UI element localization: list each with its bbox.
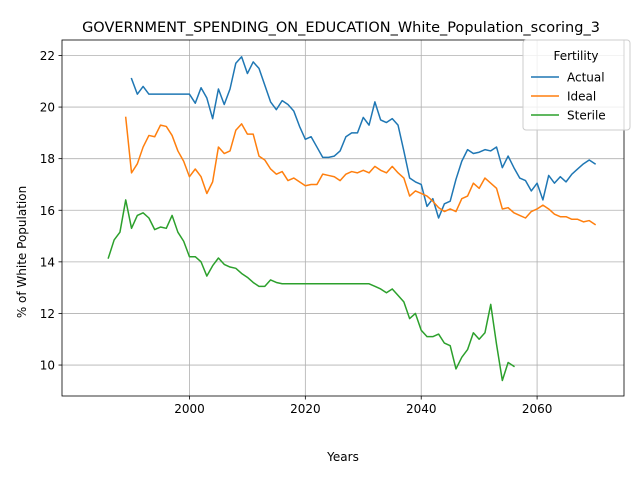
chart-title: GOVERNMENT_SPENDING_ON_EDUCATION_White_P…: [82, 20, 600, 36]
x-tick-label: 2000: [174, 402, 205, 416]
legend-label-sterile: Sterile: [567, 109, 606, 123]
legend-label-ideal: Ideal: [567, 90, 596, 104]
axis-ticks: 2000 2020 2040 2060 10 12 14 16 18 20 22: [40, 49, 553, 416]
y-tick-label: 16: [40, 204, 55, 218]
y-tick-label: 12: [40, 307, 55, 321]
y-tick-label: 22: [40, 49, 55, 63]
x-tick-label: 2060: [522, 402, 553, 416]
y-tick-label: 10: [40, 359, 55, 373]
x-axis-label: Years: [326, 450, 359, 464]
legend: Fertility Actual Ideal Sterile: [522, 39, 631, 131]
series-line-ideal: [124, 116, 597, 226]
legend-label-actual: Actual: [567, 71, 605, 85]
y-tick-label: 18: [40, 152, 55, 166]
y-tick-label: 14: [40, 255, 55, 269]
y-tick-label: 20: [40, 101, 55, 115]
x-tick-label: 2020: [290, 402, 321, 416]
x-tick-label: 2040: [406, 402, 437, 416]
legend-title: Fertility: [553, 49, 598, 63]
legend-items: Actual Ideal Sterile: [531, 71, 606, 123]
series-lines: [107, 56, 597, 382]
legend-box: [522, 39, 631, 131]
y-axis-label: % of White Population: [15, 186, 29, 318]
series-line-sterile: [107, 199, 515, 382]
plot-frame: [61, 39, 625, 397]
series-line-actual: [130, 56, 597, 219]
